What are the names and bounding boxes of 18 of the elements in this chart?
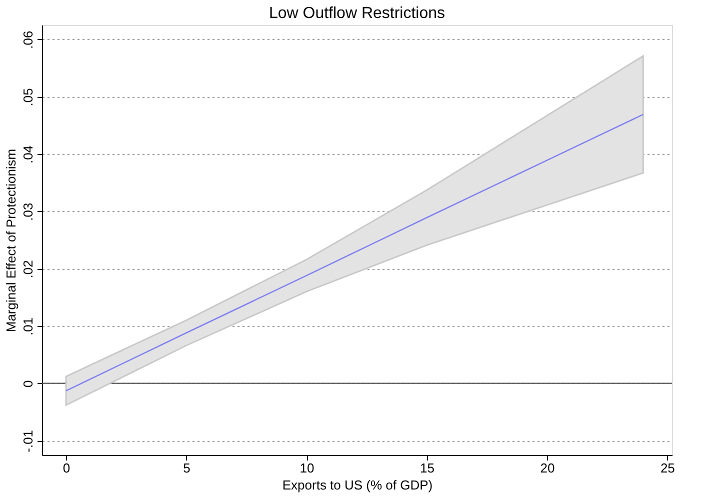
x-tick-label: 15 xyxy=(420,460,434,476)
x-tick-label: 0 xyxy=(62,460,70,476)
x-tick-label: 5 xyxy=(183,460,190,476)
y-axis-title: Marginal Effect of Protectionism xyxy=(4,148,18,332)
y-tick-label: .06 xyxy=(20,30,36,49)
y-tick-label: -.01 xyxy=(20,430,36,452)
y-tick-label: .05 xyxy=(20,88,36,106)
y-tick-label: 0 xyxy=(20,380,36,388)
x-tick-label: 25 xyxy=(660,460,675,476)
x-axis-title: Exports to US (% of GDP) xyxy=(282,478,433,492)
x-tick-label: 10 xyxy=(300,460,314,476)
y-tick-label: .03 xyxy=(20,202,36,221)
y-tick-label: .02 xyxy=(20,260,36,278)
y-tick-label: .01 xyxy=(20,317,36,336)
chart-title: Low Outflow Restrictions xyxy=(268,5,446,22)
y-tick-label: .04 xyxy=(20,145,36,164)
x-tick-label: 20 xyxy=(540,460,555,476)
line-series xyxy=(65,114,644,392)
